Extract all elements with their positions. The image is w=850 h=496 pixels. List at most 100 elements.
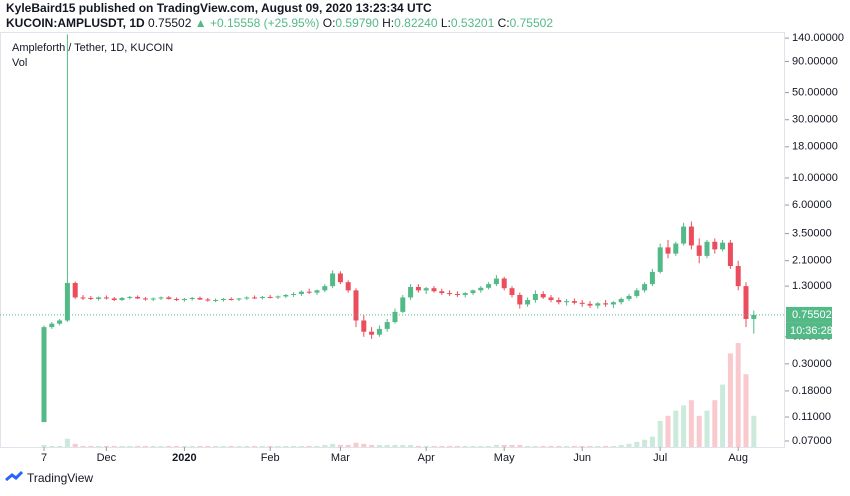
y-tick-label: 0.11000 [792,411,831,423]
candle-body [384,322,390,329]
volume-bar [111,445,117,447]
candle-body [228,298,234,300]
candle-body [610,302,616,305]
candle-body [306,291,312,293]
logo-icon [5,470,24,482]
y-tick-label: 90.00000 [792,55,838,67]
candle-body [470,290,476,294]
volume-bar [220,445,226,447]
l-value: 0.53201 [451,16,495,30]
candle-body [376,328,382,335]
candle-body [259,296,265,298]
candle-body [431,288,437,292]
candle-body [291,294,297,296]
candle-body [298,291,304,295]
x-tick-label: Feb [261,452,280,464]
candle-body [532,294,538,301]
candle-body [150,298,156,300]
y-tick-label: 30.00000 [792,114,838,126]
volume-bar [88,445,94,447]
volume-bar [470,445,476,447]
volume-bar [205,445,211,447]
candle-body [158,297,164,299]
volume-bar [41,444,47,447]
volume-bar [517,444,523,447]
volume-bar [603,445,609,447]
candle-body [618,298,624,303]
volume-bar [213,445,219,447]
candle-body [743,286,749,319]
volume-bar [244,445,250,447]
volume-bar [96,445,102,447]
l-label: L: [441,16,451,30]
candle-body [579,302,585,304]
candle-body [57,320,63,324]
volume-bar [751,415,757,447]
volume-bar [743,374,749,447]
candle-body [103,297,109,299]
candle-body [478,287,484,291]
candle-body [361,320,367,332]
volume-bar [556,445,562,447]
candle-body [454,294,460,296]
volume-bar [540,445,546,447]
volume-bar [447,445,453,447]
volume-bar [103,445,109,447]
volume-bar [431,445,437,447]
volume-bar [127,445,133,447]
volume-bar [610,445,616,447]
candle-body [275,296,281,298]
candle-body [423,288,429,291]
symbol: KUCOIN:AMPLUSDT, 1D [6,16,145,30]
candle-body [392,311,398,323]
candle-body [462,293,468,295]
x-tick-label: May [494,452,515,464]
volume-bar [369,444,375,447]
volume-bar [657,421,663,447]
volume-bar [681,405,687,447]
candle-body [205,299,211,301]
volume-bar [408,444,414,447]
volume-bar [486,445,492,447]
candle-body [142,298,148,300]
volume-bar [665,415,671,447]
candle-body [681,226,687,244]
candle-body [673,243,679,254]
countdown: 10:36:28 [790,325,833,337]
candle-body [337,273,343,283]
y-tick-label: 6.00000 [792,199,832,211]
volume-bar [493,444,499,447]
brand: TradingView [27,471,93,485]
candle-body [244,297,250,299]
footer-logo: TradingView [5,470,93,485]
candle-body [283,294,289,297]
candle-body [127,296,133,298]
candle-body [119,297,125,301]
c-value: 0.75502 [510,16,554,30]
y-tick-label: 0.30000 [792,358,832,370]
candle-body [696,245,702,256]
y-tick-label: 0.07000 [792,435,832,447]
volume-bar [392,444,398,447]
candle-body [595,303,601,306]
candle-body [634,290,640,296]
volume-bar [158,445,164,447]
publisher: KyleBaird15 published on TradingView.com… [6,1,432,15]
candle-body [322,286,328,291]
candle-body [704,241,710,256]
y-tick-label: 2.10000 [792,255,832,267]
candle-body [642,284,648,291]
volume-bar [626,443,632,447]
candle-body [220,298,226,301]
x-tick-label: Dec [97,452,117,464]
candle-body [96,297,102,299]
c-label: C: [498,16,510,30]
candle-body [345,282,351,291]
volume-bar [345,444,351,447]
volume-bar [454,445,460,447]
volume-bar [579,445,585,447]
candle-body [727,242,733,267]
last: 0.75502 [148,16,192,30]
volume-bar [330,443,336,447]
